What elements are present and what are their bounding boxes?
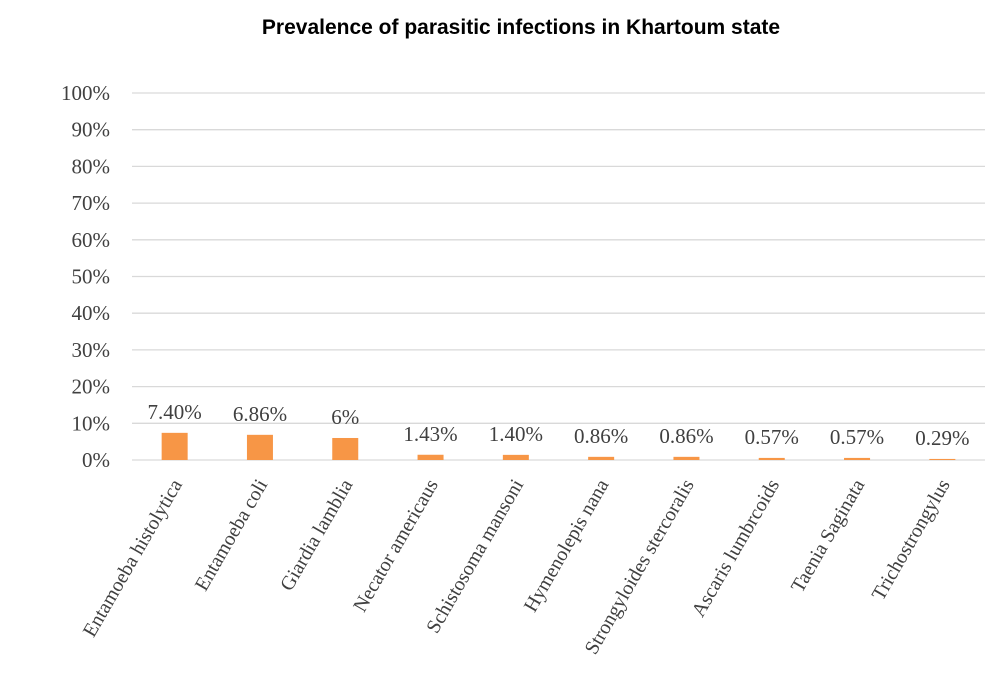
bar bbox=[161, 432, 188, 460]
y-tick-label: 70% bbox=[72, 191, 111, 215]
category-label: Hymenolepis nana bbox=[520, 475, 614, 615]
bar bbox=[673, 456, 700, 460]
y-tick-label: 50% bbox=[72, 265, 111, 289]
bar bbox=[502, 454, 529, 460]
bar bbox=[417, 454, 444, 460]
data-labels: 7.40% 6.86% 6% 1.43% 1.40% 0.86% 0.86% 0.57% 0.5… bbox=[148, 400, 970, 450]
y-tick-label: 40% bbox=[72, 301, 111, 325]
data-label: 6% bbox=[331, 405, 359, 429]
data-label: 7.40% bbox=[148, 400, 202, 424]
y-tick-label: 80% bbox=[72, 154, 111, 178]
category-label: Entamoeba histolytica bbox=[79, 475, 187, 641]
category-label: Giardia lamblia bbox=[276, 475, 358, 594]
data-label: 6.86% bbox=[233, 402, 287, 426]
category-label: Schistosoma mansoni bbox=[422, 475, 528, 637]
bar bbox=[929, 458, 956, 460]
bar bbox=[246, 434, 273, 460]
y-tick-label: 100% bbox=[61, 81, 110, 105]
bar bbox=[588, 456, 615, 460]
category-label: Necator americaus bbox=[349, 475, 443, 616]
y-tick-label: 30% bbox=[72, 338, 111, 362]
category-label: Trichostrongylus bbox=[868, 475, 955, 604]
data-label: 0.57% bbox=[830, 425, 884, 449]
x-axis-category-labels: Entamoeba histolytica Entamoeba coli Giard… bbox=[79, 475, 955, 658]
category-label: Ascaris lumbrcoids bbox=[688, 475, 785, 620]
data-label: 1.40% bbox=[489, 422, 543, 446]
data-label: 0.57% bbox=[745, 425, 799, 449]
gridlines bbox=[132, 92, 985, 461]
bars bbox=[161, 432, 956, 460]
y-tick-label: 10% bbox=[72, 411, 111, 435]
data-label: 0.86% bbox=[659, 424, 713, 448]
data-label: 0.29% bbox=[915, 426, 969, 450]
data-label: 0.86% bbox=[574, 424, 628, 448]
y-tick-label: 20% bbox=[72, 375, 111, 399]
chart-title: Prevalence of parasitic infections in Kh… bbox=[262, 16, 780, 39]
y-tick-label: 90% bbox=[72, 118, 111, 142]
bar bbox=[332, 437, 359, 460]
category-label: Taenia Saginata bbox=[787, 475, 870, 596]
y-tick-label: 0% bbox=[82, 448, 110, 472]
category-label: Entamoeba coli bbox=[191, 475, 273, 595]
y-axis-tick-labels: 0% 10% 20% 30% 40% 50% 60% 70% 80% 90% 100% bbox=[61, 81, 110, 472]
bar bbox=[758, 457, 785, 460]
bar bbox=[844, 457, 871, 460]
data-label: 1.43% bbox=[403, 422, 457, 446]
y-tick-label: 60% bbox=[72, 228, 111, 252]
